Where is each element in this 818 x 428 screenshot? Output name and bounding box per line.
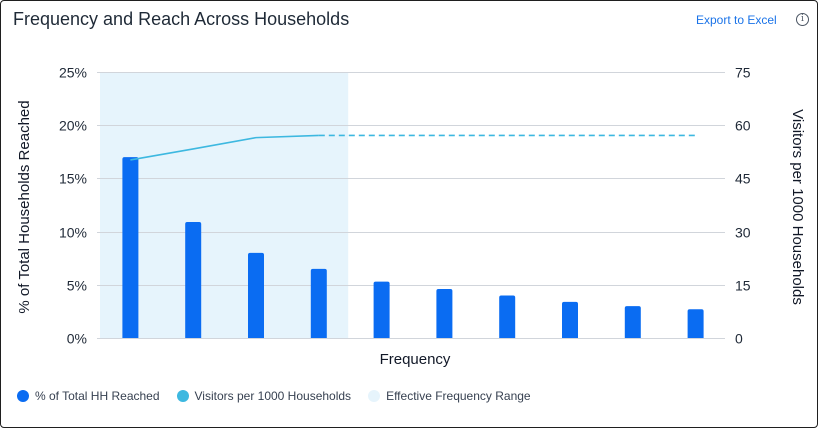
y2-tick-label: 0: [735, 331, 743, 347]
y2-tick-label: 60: [735, 118, 751, 134]
y-tick-label: 10%: [59, 225, 87, 241]
effective-frequency-range-band: [100, 72, 349, 338]
y-tick-label: 5%: [67, 278, 87, 294]
bar-hh-reached: [624, 306, 641, 338]
bar-hh-reached: [373, 281, 390, 338]
legend-item-effective-range[interactable]: Effective Frequency Range: [368, 389, 531, 403]
bar-hh-reached: [687, 309, 704, 338]
y-tick-label: 25%: [59, 65, 87, 81]
bar-hh-reached: [562, 301, 578, 338]
legend-swatch-visitors: [176, 390, 189, 402]
bar-hh-reached: [185, 222, 202, 338]
legend-label-visitors: Visitors per 1000 Households: [194, 389, 352, 403]
y2-tick-label: 75: [735, 65, 751, 81]
bar-hh-reached: [499, 295, 516, 338]
legend-label-effective-range: Effective Frequency Range: [386, 389, 531, 403]
bar-hh-reached: [436, 289, 453, 338]
line-visitors-solid: [130, 134, 319, 161]
bar-hh-reached: [248, 252, 264, 338]
legend-swatch-effective-range: [368, 390, 381, 402]
y2-tick-label: 45: [735, 171, 751, 187]
y-tick-label: 0%: [67, 331, 87, 347]
y-tick-label: 20%: [59, 118, 87, 134]
frequency-reach-chart: 0% 5% 10% 15% 20% 25% 0 15 30 45 60 75 Frequency % of…: [16, 65, 806, 369]
y2-axis-title: Visitors per 1000 Households: [789, 109, 806, 305]
y2-tick-label: 15: [735, 278, 751, 294]
chart-legend: % of Total HH Reached Visitors per 1000 …: [17, 389, 548, 403]
y2-tick-label: 30: [735, 225, 751, 241]
legend-swatch-hh-reached: [17, 390, 29, 402]
legend-item-hh-reached[interactable]: % of Total HH Reached: [17, 389, 160, 403]
bar-hh-reached: [122, 157, 139, 338]
bar-hh-reached: [310, 268, 327, 338]
export-to-excel-link[interactable]: Export to Excel: [696, 13, 777, 27]
legend-label-hh-reached: % of Total HH Reached: [35, 389, 160, 403]
chart-title: Frequency and Reach Across Households: [13, 9, 350, 29]
x-axis-title: Frequency: [380, 351, 451, 368]
y-axis-title: % of Total Households Reached: [16, 100, 33, 313]
y-tick-label: 15%: [59, 171, 87, 187]
legend-item-visitors[interactable]: Visitors per 1000 Households: [176, 389, 352, 403]
info-icon[interactable]: i: [796, 13, 809, 26]
